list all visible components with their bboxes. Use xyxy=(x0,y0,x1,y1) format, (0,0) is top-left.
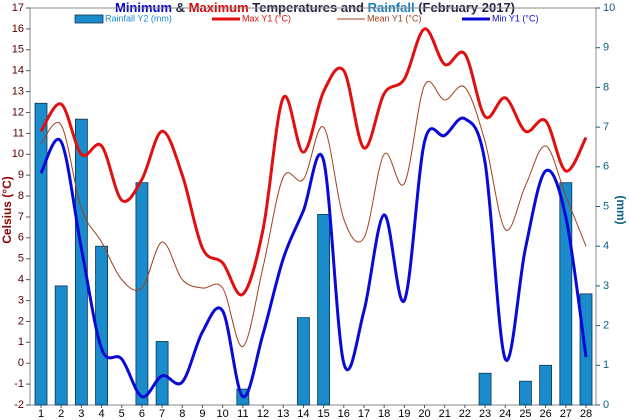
x-tick-label: 14 xyxy=(297,408,309,420)
bar xyxy=(74,118,88,406)
y-tick-label: 17 xyxy=(12,2,24,14)
y-tick-label: -1 xyxy=(14,378,24,390)
y-tick-label: 3 xyxy=(18,294,24,306)
x-tick-label: 17 xyxy=(358,408,370,420)
bar xyxy=(95,245,108,406)
x-tick-label: 18 xyxy=(378,408,390,420)
y2-tick-label: 3 xyxy=(603,280,609,292)
legend-label: Mean Y1 (°C) xyxy=(367,13,421,23)
y2-axis-label: (mm) xyxy=(614,195,628,224)
bar xyxy=(519,380,532,406)
x-tick-label: 16 xyxy=(338,408,350,420)
x-tick-label: 13 xyxy=(277,408,289,420)
y2-tick-label: 9 xyxy=(603,42,609,54)
x-tick-label: 5 xyxy=(119,408,125,420)
x-tick-label: 12 xyxy=(257,408,269,420)
x-tick-label: 3 xyxy=(78,408,84,420)
bar xyxy=(155,341,169,406)
x-tick-label: 19 xyxy=(398,408,410,420)
y-tick-label: 0 xyxy=(18,357,24,369)
bar xyxy=(539,364,553,406)
bar xyxy=(297,317,310,406)
x-tick-label: 20 xyxy=(418,408,430,420)
legend-label: Rainfall Y2 (mm) xyxy=(105,13,172,23)
y-tick-label: 4 xyxy=(18,274,24,286)
bar xyxy=(54,285,68,406)
x-tick-label: 24 xyxy=(499,408,511,420)
x-tick-label: 7 xyxy=(159,408,165,420)
line xyxy=(40,81,587,348)
legend-label: Min Y1 (°C) xyxy=(492,13,538,23)
y2-tick-label: 1 xyxy=(603,359,609,371)
x-tick-label: 1 xyxy=(38,408,44,420)
y2-tick-label: 10 xyxy=(603,2,615,14)
y-tick-label: 1 xyxy=(18,336,24,348)
line xyxy=(39,27,588,297)
x-tick-label: 8 xyxy=(179,408,185,420)
y2-tick-label: 4 xyxy=(603,240,609,252)
y-tick-label: 13 xyxy=(12,85,24,97)
y2-tick-label: 2 xyxy=(603,320,609,332)
y-tick-label: 7 xyxy=(18,211,24,223)
x-tick-label: 21 xyxy=(439,408,451,420)
x-tick-label: 27 xyxy=(560,408,572,420)
legend-label: Max Y1 (°C) xyxy=(242,13,291,23)
y-tick-label: 9 xyxy=(18,169,24,181)
x-tick-label: 4 xyxy=(98,408,104,420)
bar xyxy=(135,182,149,406)
bar xyxy=(34,102,48,406)
y-tick-label: 6 xyxy=(18,232,24,244)
x-tick-label: 15 xyxy=(317,408,329,420)
x-tick-label: 26 xyxy=(540,408,552,420)
x-tick-label: 6 xyxy=(139,408,145,420)
x-tick-label: 25 xyxy=(519,408,531,420)
y-tick-label: 5 xyxy=(18,253,24,265)
y-tick-label: 11 xyxy=(13,127,24,139)
x-tick-label: 28 xyxy=(580,408,592,420)
y2-tick-label: 6 xyxy=(603,161,609,173)
x-tick-label: 9 xyxy=(199,408,205,420)
y-tick-label: 14 xyxy=(12,65,24,77)
y-tick-label: 16 xyxy=(12,23,24,35)
y-tick-label: 2 xyxy=(18,315,24,327)
x-tick-label: 10 xyxy=(217,408,229,420)
y2-tick-label: 7 xyxy=(603,121,609,133)
x-tick-label: 11 xyxy=(237,408,248,420)
bar xyxy=(478,372,492,406)
y2-tick-label: 5 xyxy=(603,200,609,212)
line xyxy=(39,116,588,399)
x-tick-label: 2 xyxy=(58,408,64,420)
y2-tick-label: 8 xyxy=(603,81,609,93)
y-axis-label: Celsius (°C) xyxy=(0,176,14,243)
y-tick-label: 12 xyxy=(12,106,24,118)
y-tick-label: 10 xyxy=(12,148,24,160)
bar xyxy=(317,214,330,406)
x-tick-label: 22 xyxy=(459,408,471,420)
legend-swatch xyxy=(74,14,104,24)
y-tick-label: 15 xyxy=(12,44,24,56)
y2-tick-label: 0 xyxy=(603,399,609,411)
y-tick-label: 8 xyxy=(18,190,24,202)
x-tick-label: 23 xyxy=(479,408,491,420)
y-tick-label: -2 xyxy=(14,399,24,411)
